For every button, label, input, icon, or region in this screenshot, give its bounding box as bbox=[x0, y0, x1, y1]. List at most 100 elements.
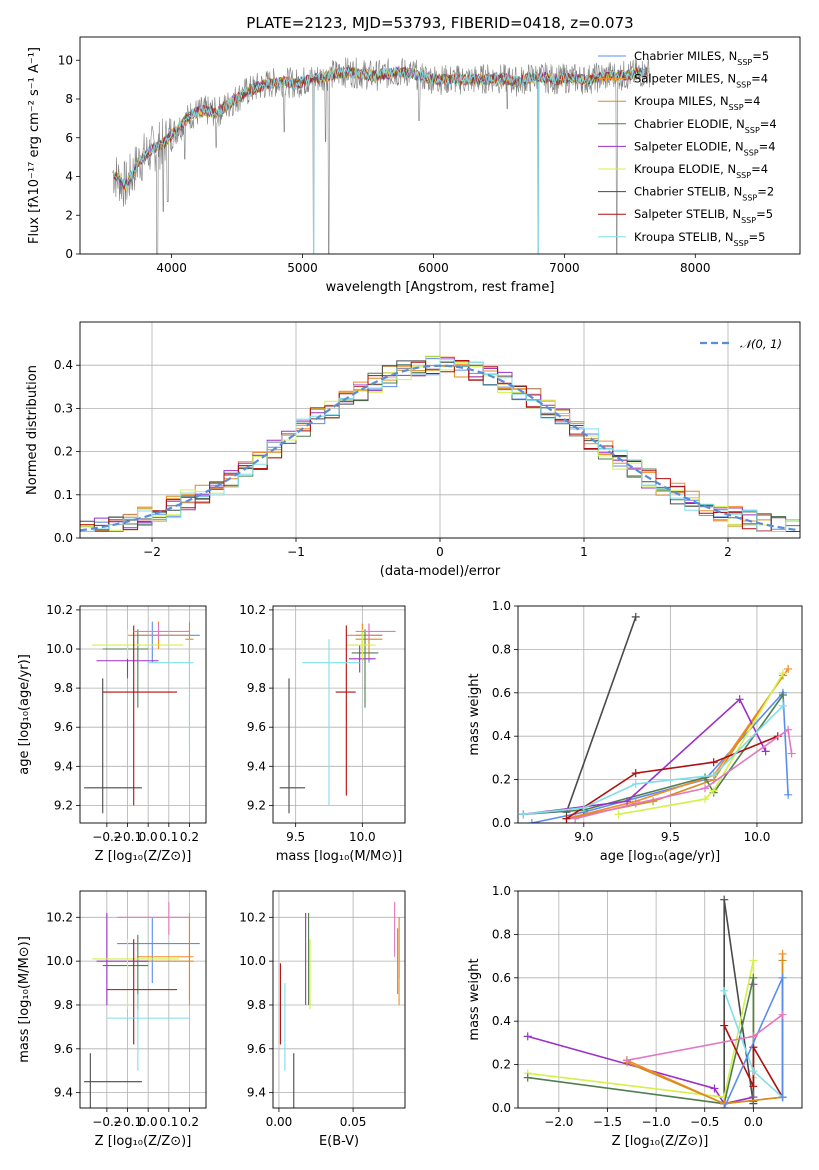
plot-area-residual_hist bbox=[80, 355, 800, 532]
x-axis-label: Z [log₁₀(Z/Z⊙)] bbox=[95, 849, 192, 864]
series-marker bbox=[622, 1056, 631, 1065]
axes-frame bbox=[79, 890, 207, 1109]
x-tick-label: 0.05 bbox=[340, 1115, 367, 1129]
legend-subscript: SSP bbox=[741, 216, 756, 225]
legend-subscript: SSP bbox=[745, 125, 760, 134]
series-marker bbox=[778, 690, 787, 699]
x-tick-label: −0.1 bbox=[113, 830, 142, 844]
series-marker bbox=[709, 758, 718, 767]
series-marker bbox=[631, 612, 640, 621]
y-tick-label: 9.4 bbox=[54, 1086, 73, 1100]
series-line bbox=[618, 672, 784, 816]
x-tick-label: 5000 bbox=[287, 261, 318, 275]
y-tick-label: 0.2 bbox=[492, 1058, 511, 1072]
series-marker bbox=[523, 1032, 532, 1041]
legend-value: =5 bbox=[756, 207, 773, 221]
axes-frame bbox=[79, 605, 207, 824]
y-tick-label: 10.0 bbox=[239, 642, 266, 656]
y-tick-label: 9.8 bbox=[54, 681, 73, 695]
x-tick-label: 9.0 bbox=[574, 830, 593, 844]
x-tick-label: 0.0 bbox=[139, 830, 158, 844]
y-axis-label: mass weight bbox=[467, 673, 482, 755]
plot-area-age_vs_Z bbox=[84, 621, 200, 814]
x-tick-label: 8000 bbox=[680, 261, 711, 275]
series-marker bbox=[631, 779, 640, 788]
y-tick-label: 1.0 bbox=[492, 599, 511, 613]
y-tick-label: 9.6 bbox=[54, 720, 73, 734]
plot-massweight_vs_age: 9.0 9.5 10.0 0.0 0.2 0.4 0.6 0.8 1.0 age [log₁₀(a… bbox=[467, 599, 803, 864]
y-tick-label: 4 bbox=[65, 170, 73, 184]
series-marker bbox=[562, 814, 571, 823]
x-tick-label: 0 bbox=[436, 545, 444, 559]
y-tick-label: 9.8 bbox=[54, 998, 73, 1012]
y-axis-label: mass [log₁₀(M/M⊙)] bbox=[17, 936, 32, 1063]
legend-entry: Chabrier STELIB, NSSP=2 bbox=[634, 185, 774, 203]
series-marker bbox=[519, 810, 528, 819]
y-tick-label: 10 bbox=[58, 53, 73, 67]
series-line bbox=[566, 735, 779, 820]
y-tick-label: 0.3 bbox=[54, 401, 73, 415]
legend: Chabrier MILES, NSSP=5 Salpeter MILES, NS… bbox=[598, 49, 777, 247]
x-tick-label: 4000 bbox=[156, 261, 187, 275]
axes-frame bbox=[79, 36, 801, 255]
plot-area-age_vs_mass bbox=[279, 623, 396, 814]
series-marker bbox=[579, 803, 588, 812]
series-line bbox=[527, 984, 755, 1105]
x-tick-label: 0.0 bbox=[744, 1115, 763, 1129]
axes-frame bbox=[517, 605, 803, 824]
y-tick-label: 9.4 bbox=[247, 1086, 266, 1100]
series-marker bbox=[720, 986, 729, 995]
legend-entry: Chabrier ELODIE, NSSP=4 bbox=[634, 117, 777, 135]
y-tick-label: 0.1 bbox=[54, 488, 73, 502]
legend-entry: Salpeter MILES, NSSP=4 bbox=[634, 72, 768, 90]
legend-value: =4 bbox=[751, 162, 768, 176]
y-tick-label: 9.2 bbox=[247, 798, 266, 812]
legend-subscript: SSP bbox=[736, 80, 751, 89]
y-tick-label: 1.0 bbox=[492, 884, 511, 898]
plot-area-massweight_vs_age bbox=[519, 612, 796, 823]
y-tick-label: 10.2 bbox=[46, 603, 73, 617]
legend-entry: Salpeter STELIB, NSSP=5 bbox=[634, 207, 773, 225]
histogram-salpeter-stelib bbox=[80, 360, 800, 532]
series-marker bbox=[523, 1073, 532, 1082]
y-tick-label: 0.0 bbox=[492, 816, 511, 830]
plot-area-mass_vs_Z bbox=[84, 901, 200, 1108]
legend-subscript: SSP bbox=[736, 171, 751, 180]
y-tick-label: 10.2 bbox=[239, 910, 266, 924]
series-marker bbox=[571, 814, 580, 823]
y-tick-label: 9.2 bbox=[54, 798, 73, 812]
y-tick-label: 0.6 bbox=[492, 971, 511, 985]
series-line bbox=[527, 977, 755, 1105]
legend-entry: 𝒩(0, 1) bbox=[740, 337, 782, 351]
series-marker bbox=[778, 956, 787, 965]
series-marker bbox=[787, 749, 796, 758]
series-marker bbox=[623, 797, 632, 806]
legend-entry: Kroupa MILES, NSSP=4 bbox=[634, 94, 760, 112]
y-tick-label: 9.6 bbox=[247, 1042, 266, 1056]
y-tick-label: 10.2 bbox=[239, 603, 266, 617]
y-tick-label: 9.6 bbox=[54, 1042, 73, 1056]
series-marker bbox=[709, 771, 718, 780]
y-axis-label: mass weight bbox=[467, 958, 482, 1040]
x-axis-label: age [log₁₀(age/yr)] bbox=[600, 849, 721, 864]
y-tick-label: 2 bbox=[65, 208, 73, 222]
model-line-salpeter-stelib bbox=[113, 65, 649, 189]
series-marker bbox=[778, 669, 787, 678]
legend-value: =4 bbox=[759, 139, 776, 153]
x-axis-label: (data-model)/error bbox=[380, 564, 501, 579]
plot-mass_vs_ebv: 0.00 0.05 9.4 9.6 9.8 10.0 10.2 E(B-V) bbox=[239, 890, 406, 1149]
y-tick-label: 10.0 bbox=[239, 954, 266, 968]
x-axis-label: wavelength [Angstrom, rest frame] bbox=[326, 280, 555, 295]
plot-area-spectrum bbox=[112, 57, 650, 254]
series-marker bbox=[749, 1032, 758, 1041]
y-tick-label: 10.0 bbox=[46, 642, 73, 656]
axes-frame bbox=[79, 321, 801, 539]
series-marker bbox=[749, 973, 758, 982]
x-tick-label: 0.1 bbox=[159, 1115, 178, 1129]
x-tick-label: −0.1 bbox=[113, 1115, 142, 1129]
x-tick-label: 0.1 bbox=[159, 830, 178, 844]
legend-value: =5 bbox=[749, 230, 766, 244]
series-marker bbox=[761, 747, 770, 756]
x-tick-label: −0.5 bbox=[690, 1115, 719, 1129]
plot-age_vs_mass: 9.5 10.0 9.2 9.4 9.6 9.8 10.0 10.2 mass [log₁₀(M… bbox=[239, 603, 406, 864]
